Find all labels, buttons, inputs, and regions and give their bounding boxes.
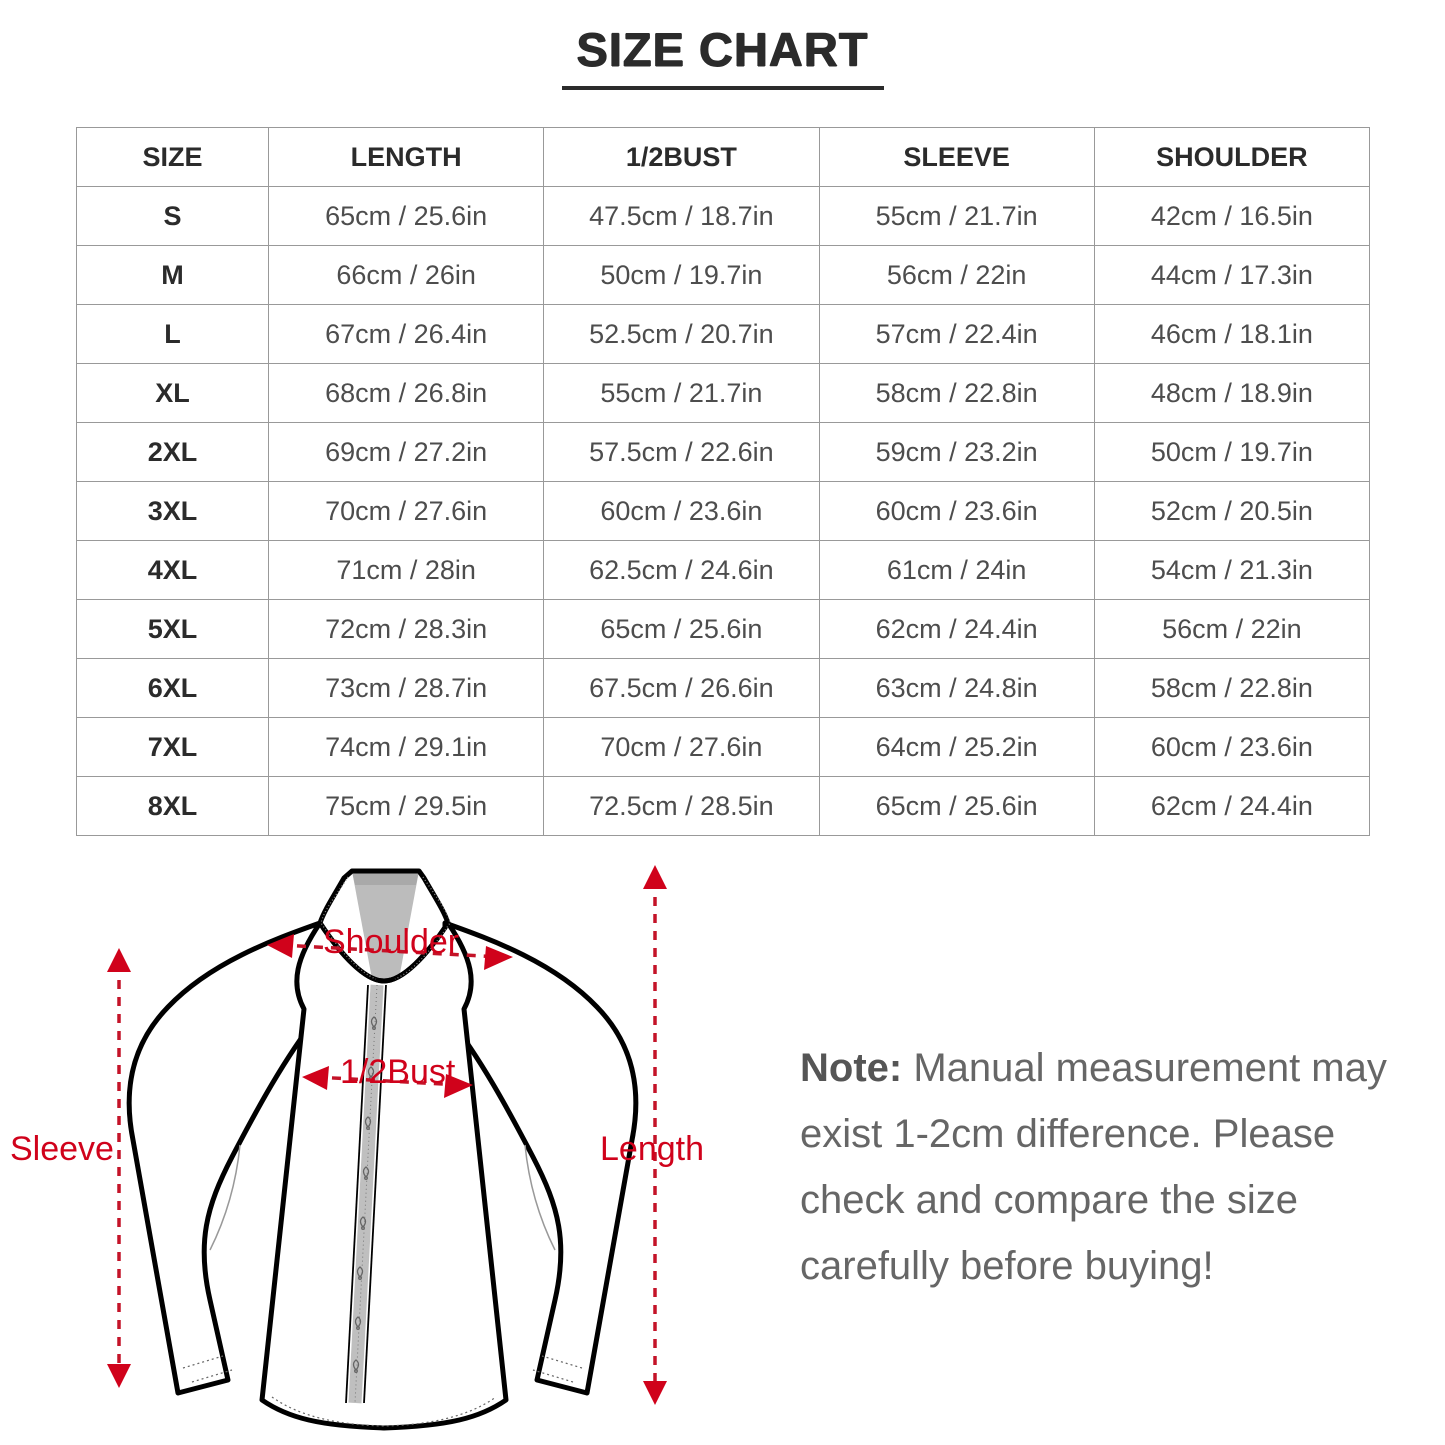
svg-text:Length: Length	[600, 1130, 704, 1168]
svg-text:Sleeve: Sleeve	[10, 1130, 114, 1168]
svg-text:Shoulder: Shoulder	[323, 923, 459, 961]
svg-text:1/2Bust: 1/2Bust	[340, 1053, 456, 1091]
